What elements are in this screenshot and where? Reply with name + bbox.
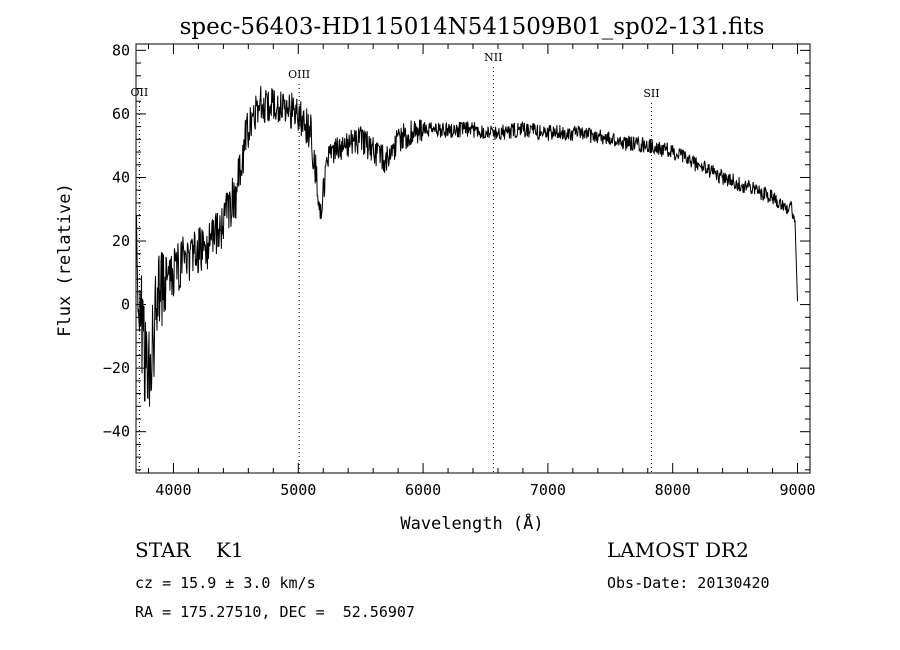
- x-tick-label: 9000: [779, 481, 815, 499]
- spectrum-line: [135, 86, 798, 407]
- marker-label-nii: NII: [484, 51, 502, 64]
- x-tick-label: 5000: [280, 481, 316, 499]
- object-class: STAR K1: [135, 538, 244, 562]
- coordinates: RA = 175.27510, DEC = 52.56907: [135, 603, 415, 621]
- x-axis-label: Wavelength (Å): [400, 512, 543, 534]
- redshift-readout: cz = 15.9 ± 3.0 km/s: [135, 574, 316, 592]
- y-tick-label: 80: [112, 41, 130, 59]
- obs-date: Obs-Date: 20130420: [607, 574, 770, 592]
- x-tick-label: 7000: [530, 481, 566, 499]
- y-tick-label: 0: [121, 296, 130, 314]
- y-axis-label: Flux (relative): [55, 183, 75, 337]
- y-tick-label: 20: [112, 232, 130, 250]
- x-axis: 4000 5000 6000 7000 8000 9000: [147, 44, 816, 499]
- x-tick-label: 8000: [655, 481, 691, 499]
- plot-border: [135, 43, 811, 474]
- y-tick-label: 60: [112, 105, 130, 123]
- chart-title: spec-56403-HD115014N541509B01_sp02-131.f…: [180, 14, 765, 40]
- x-tick-label: 6000: [405, 481, 441, 499]
- y-tick-label: 40: [112, 168, 130, 186]
- plot-frame: [135, 43, 811, 474]
- marker-label-sii: SII: [643, 87, 659, 100]
- marker-label-oii: OII: [131, 86, 149, 99]
- y-axis: −40 −20 0 20 40 60 80: [103, 41, 810, 471]
- line-markers: OII OIII NII SII: [131, 51, 660, 473]
- spectrum-series: [135, 86, 798, 407]
- y-tick-label: −40: [103, 423, 130, 441]
- marker-label-oiii: OIII: [288, 68, 310, 81]
- y-tick-label: −20: [103, 359, 130, 377]
- x-tick-label: 4000: [155, 481, 191, 499]
- survey-name: LAMOST DR2: [607, 538, 749, 562]
